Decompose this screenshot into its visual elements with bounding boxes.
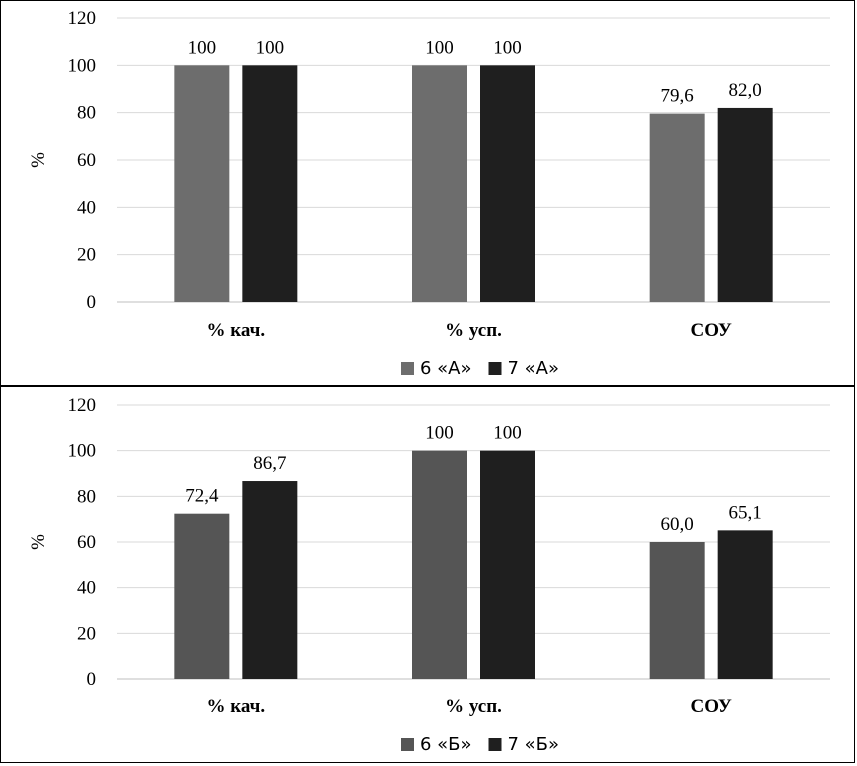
bar bbox=[649, 113, 705, 302]
category-label: % кач. bbox=[207, 320, 266, 341]
bar bbox=[480, 450, 535, 679]
bar-chart-a: 0 20 40 60 80 100 120% 100 100 % кач. 100 100 % усп.… bbox=[28, 8, 830, 379]
y-tick-label: 100 bbox=[68, 55, 97, 76]
bar bbox=[242, 481, 298, 679]
legend-label: 6 «Б» bbox=[420, 734, 472, 755]
y-tick-label: 0 bbox=[87, 292, 97, 313]
legend-label: 7 «Б» bbox=[508, 734, 560, 755]
y-axis-label: % bbox=[28, 534, 49, 550]
data-label: 100 bbox=[493, 423, 522, 444]
y-tick-label: 20 bbox=[77, 245, 96, 266]
category-label: СОУ bbox=[690, 696, 731, 717]
data-label: 65,1 bbox=[729, 502, 762, 523]
bar bbox=[649, 542, 705, 679]
chart-panel-b: 0 20 40 60 80 100 120% 72,4 86,7 % кач. 100 100 % ус… bbox=[0, 386, 855, 763]
category-label: % усп. bbox=[445, 696, 502, 717]
bar bbox=[174, 65, 230, 302]
bar bbox=[480, 65, 535, 302]
legend-swatch bbox=[488, 738, 502, 751]
y-tick-label: 60 bbox=[77, 532, 96, 553]
legend-swatch bbox=[401, 738, 414, 751]
data-label: 86,7 bbox=[253, 453, 286, 474]
chart-panel-a: 0 20 40 60 80 100 120% 100 100 % кач. 100 100 % усп.… bbox=[0, 0, 855, 386]
legend-label: 6 «А» bbox=[420, 358, 472, 379]
y-tick-label: 20 bbox=[77, 623, 96, 644]
bar bbox=[412, 65, 467, 302]
data-label: 100 bbox=[493, 37, 522, 58]
y-axis-label: % bbox=[28, 152, 49, 168]
bar bbox=[242, 65, 298, 302]
data-label: 79,6 bbox=[661, 86, 694, 107]
bar bbox=[717, 530, 773, 679]
y-tick-label: 120 bbox=[68, 395, 97, 416]
y-tick-label: 60 bbox=[77, 150, 96, 171]
legend-swatch bbox=[401, 362, 414, 375]
data-label: 100 bbox=[188, 37, 217, 58]
legend: 6 «А» 7 «А» bbox=[401, 358, 559, 379]
category-label: СОУ bbox=[690, 320, 731, 341]
y-tick-label: 40 bbox=[77, 578, 96, 599]
category-label: % усп. bbox=[445, 320, 502, 341]
bar bbox=[412, 450, 467, 679]
legend-label: 7 «А» bbox=[508, 358, 560, 379]
y-tick-label: 100 bbox=[68, 441, 97, 462]
y-tick-label: 120 bbox=[68, 8, 97, 29]
category-label: % кач. bbox=[207, 696, 266, 717]
data-label: 72,4 bbox=[185, 486, 219, 507]
data-label: 60,0 bbox=[661, 514, 694, 535]
bar bbox=[174, 513, 230, 679]
y-tick-label: 80 bbox=[77, 103, 96, 124]
legend-swatch bbox=[488, 362, 502, 375]
data-label: 100 bbox=[425, 423, 454, 444]
y-tick-label: 0 bbox=[87, 669, 97, 690]
legend: 6 «Б» 7 «Б» bbox=[401, 734, 559, 755]
bar bbox=[717, 107, 773, 302]
data-label: 100 bbox=[256, 37, 285, 58]
y-tick-label: 40 bbox=[77, 197, 96, 218]
bar-chart-b: 0 20 40 60 80 100 120% 72,4 86,7 % кач. 100 100 % ус… bbox=[28, 395, 830, 755]
data-label: 82,0 bbox=[729, 80, 762, 101]
y-tick-label: 80 bbox=[77, 486, 96, 507]
data-label: 100 bbox=[425, 37, 454, 58]
